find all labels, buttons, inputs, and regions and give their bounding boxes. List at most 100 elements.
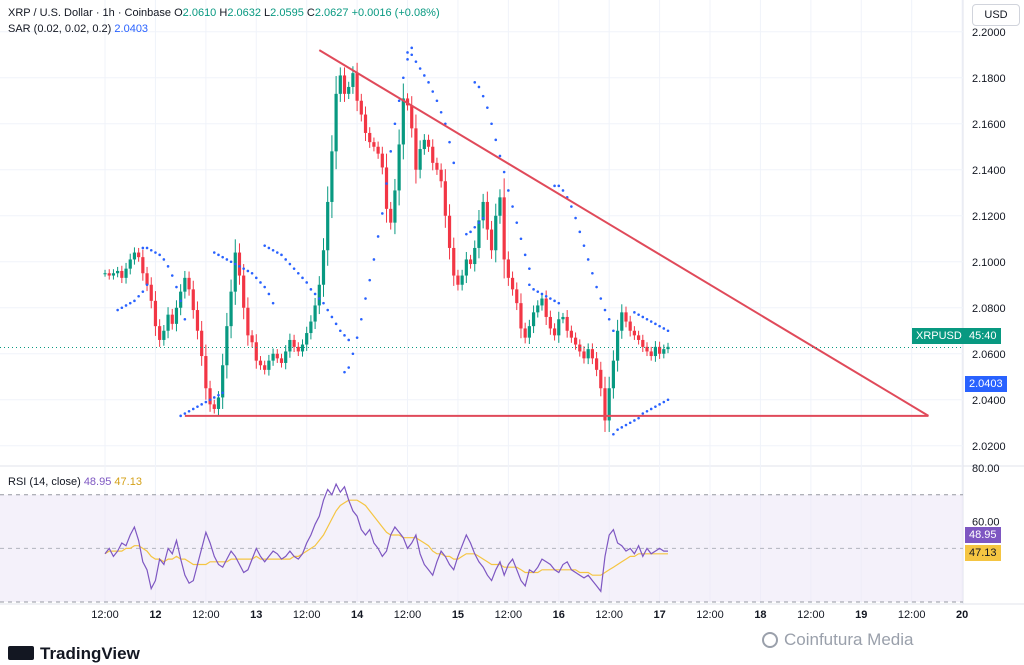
rsi-ma-line bbox=[104, 499, 668, 576]
rsi-value-tag: 48.95 bbox=[965, 527, 1001, 543]
rsi-label: RSI (14, close) bbox=[8, 476, 81, 488]
candle-body bbox=[569, 330, 573, 338]
sar-dot bbox=[607, 317, 611, 321]
candle-body bbox=[317, 284, 321, 306]
sar-dot bbox=[397, 99, 401, 103]
candle-body bbox=[263, 365, 267, 370]
sar-dot bbox=[154, 251, 157, 254]
candle-body bbox=[565, 316, 569, 331]
sar-dot bbox=[544, 294, 548, 298]
candle-body bbox=[326, 201, 330, 251]
candle-body bbox=[107, 273, 111, 276]
sar-dots bbox=[116, 46, 670, 436]
candle-body bbox=[195, 310, 200, 331]
price-tick-label: 2.1600 bbox=[972, 119, 1006, 131]
candle-body bbox=[170, 314, 174, 324]
candle-body bbox=[330, 151, 334, 202]
candle-body bbox=[523, 328, 527, 338]
sar-dot bbox=[477, 221, 481, 224]
candle-body bbox=[153, 300, 158, 327]
sar-dot bbox=[242, 267, 245, 270]
candle-body bbox=[473, 247, 477, 265]
price-tick-label: 2.1400 bbox=[972, 165, 1006, 177]
sar-dot bbox=[406, 58, 409, 61]
sar-dot bbox=[376, 235, 380, 238]
sar-dot bbox=[288, 262, 292, 266]
sar-dot bbox=[141, 290, 145, 293]
sar-dot bbox=[448, 140, 451, 144]
sar-dot bbox=[612, 432, 615, 436]
sar-dot bbox=[666, 398, 670, 402]
candle-body bbox=[174, 307, 179, 324]
sar-dot bbox=[381, 212, 384, 215]
rsi-legend[interactable]: RSI (14, close) 48.95 47.13 bbox=[8, 476, 142, 488]
candle-body bbox=[628, 321, 632, 331]
high-label: H bbox=[219, 7, 228, 19]
candle-body bbox=[658, 346, 662, 354]
rsi-ma-value: 47.13 bbox=[114, 476, 142, 488]
candle-body bbox=[447, 215, 452, 248]
candle-body bbox=[212, 404, 216, 409]
candle-body bbox=[296, 346, 300, 352]
sar-dot bbox=[347, 338, 351, 342]
sar-dot bbox=[616, 428, 619, 431]
candle-body bbox=[422, 139, 426, 150]
candle-body bbox=[288, 339, 292, 352]
time-tick-label: 12:00 bbox=[394, 609, 422, 621]
rsi-value: 48.95 bbox=[83, 476, 112, 488]
sar-dot bbox=[271, 248, 275, 252]
candle-body bbox=[200, 330, 204, 357]
currency-button[interactable]: USD bbox=[972, 4, 1020, 26]
sar-dot bbox=[586, 258, 590, 261]
symbol-title[interactable]: XRP / U.S. Dollar · 1h · Coinbase bbox=[8, 7, 172, 19]
candle-body bbox=[321, 250, 326, 285]
sar-dot bbox=[532, 288, 535, 291]
candle-body bbox=[632, 330, 636, 336]
sar-dot bbox=[229, 260, 233, 264]
sar-dot bbox=[212, 251, 216, 254]
sar-dot bbox=[624, 423, 628, 427]
candle-body bbox=[494, 215, 498, 251]
sar-dot bbox=[389, 150, 393, 153]
candle-body bbox=[477, 220, 481, 248]
tradingview-wordmark: TradingView bbox=[40, 644, 140, 663]
candle-body bbox=[275, 353, 279, 359]
sar-dot bbox=[473, 81, 477, 84]
candle-body bbox=[342, 75, 347, 94]
sar-dot bbox=[523, 253, 527, 257]
sar-dot bbox=[540, 292, 544, 296]
sar-dot bbox=[658, 403, 661, 406]
sar-dot bbox=[246, 269, 250, 273]
candle-body bbox=[582, 351, 586, 359]
candle-body bbox=[124, 268, 128, 278]
sar-dot bbox=[284, 258, 287, 261]
time-tick-label: 14 bbox=[351, 609, 364, 621]
candle-body bbox=[233, 252, 237, 292]
sar-dot bbox=[528, 283, 531, 287]
sar-legend[interactable]: SAR (0.02, 0.02, 0.2) 2.0403 bbox=[8, 23, 148, 35]
candle-body bbox=[145, 273, 149, 285]
time-tick-label: 16 bbox=[553, 609, 565, 621]
tradingview-logo[interactable]: TradingView bbox=[8, 644, 140, 664]
candle-body bbox=[452, 247, 456, 276]
sar-dot bbox=[309, 288, 313, 291]
open-value: 2.0610 bbox=[182, 7, 217, 19]
sar-dot bbox=[170, 274, 174, 277]
sar-dot bbox=[591, 271, 594, 275]
sar-dot bbox=[511, 205, 514, 208]
sar-label: SAR (0.02, 0.02, 0.2) bbox=[8, 23, 112, 35]
sar-dot bbox=[473, 225, 477, 229]
sar-dot bbox=[166, 265, 170, 268]
candle-body bbox=[410, 105, 414, 129]
candle-body bbox=[384, 167, 389, 209]
candle-body bbox=[439, 169, 443, 182]
candle-body bbox=[489, 229, 494, 251]
rsi-line bbox=[104, 482, 668, 593]
time-tick-label: 18 bbox=[754, 609, 766, 621]
candle-body bbox=[359, 100, 363, 115]
candle-body bbox=[460, 275, 464, 285]
candle-body bbox=[141, 257, 145, 274]
candle-body bbox=[128, 259, 132, 269]
candle-body bbox=[594, 358, 599, 370]
sar-dot bbox=[233, 262, 237, 266]
